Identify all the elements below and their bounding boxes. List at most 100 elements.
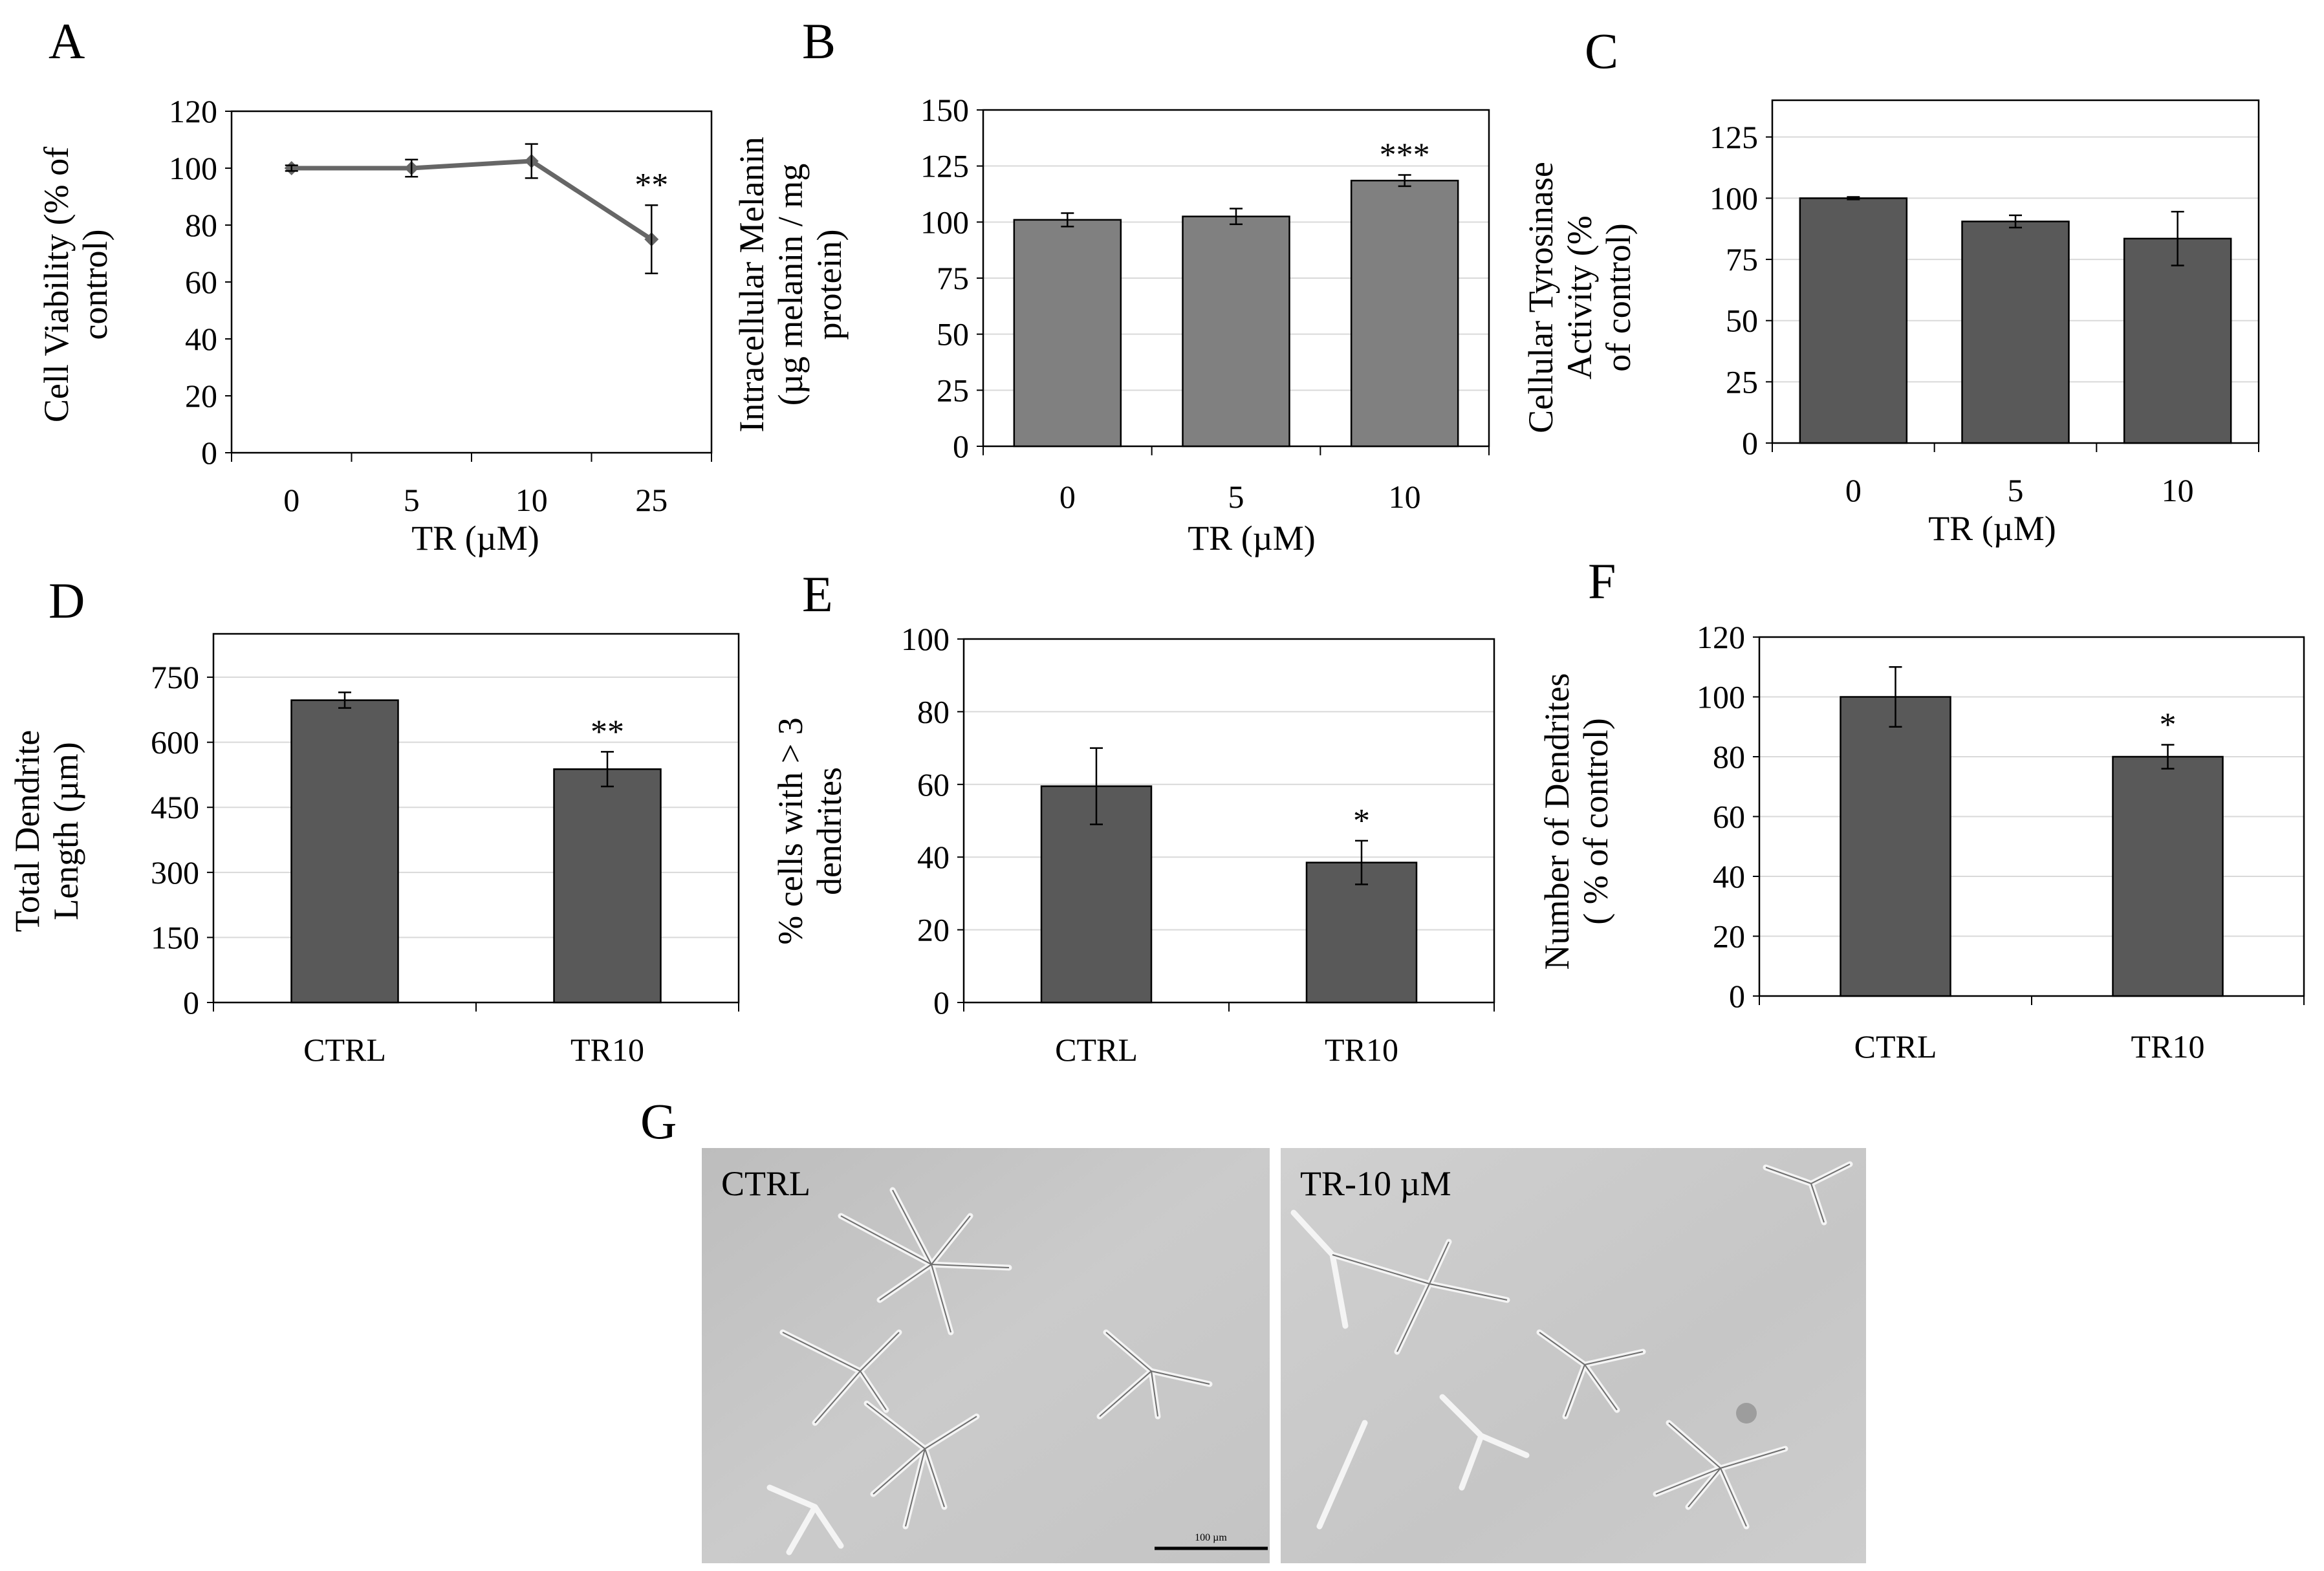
panel-c-ytick-label: 25 (1726, 363, 1758, 400)
panel-b-xtick-label: 0 (1059, 479, 1076, 515)
panel-b-ytick-label: 25 (937, 372, 969, 408)
panel-f-ytick-label: 40 (1713, 858, 1745, 894)
panel-a-significance: ** (635, 167, 668, 204)
panel-e-y-axis-title: dendrites (810, 767, 849, 895)
panel-b-bar (1182, 215, 1290, 448)
panel-b-bar (1350, 179, 1459, 448)
panel-b-ytick-label: 100 (920, 204, 969, 240)
panel-letter-c: C (1585, 23, 1618, 79)
panel-a-y-axis-title: control) (76, 230, 114, 340)
panel-c-chart: 0 25 50 75 100 125 0 5 10 TR (µM) Cellular Tyrosin… (1521, 99, 2260, 548)
panel-f-y-axis-title: ( % of control) (1576, 718, 1615, 924)
panel-c-y-axis-title: of control) (1599, 223, 1638, 371)
panel-c-xtick-label: 0 (1845, 472, 1862, 508)
panel-f-ytick-label: 20 (1713, 918, 1745, 955)
panel-b-chart: 0 25 50 75 100 125 150 0 5 10 *** TR (µM) Intracellu… (732, 92, 1490, 558)
panel-letter-a: A (49, 13, 85, 69)
panel-a-y-axis-title: Cell Viability (% of (37, 147, 76, 422)
panel-f-bar (1840, 696, 1951, 997)
panel-c-x-axis-title: TR (µM) (1928, 509, 2056, 548)
panel-d-significance: ** (591, 713, 624, 750)
panel-d-bar (290, 699, 399, 1004)
panel-a-ytick-label: 60 (185, 264, 217, 300)
micrograph-ctrl-label: CTRL (721, 1164, 810, 1203)
micrograph-ctrl-image (702, 1148, 1270, 1563)
panel-f-ytick-label: 100 (1697, 679, 1745, 715)
panel-c-ytick-label: 125 (1710, 119, 1758, 155)
panel-a-ytick-label: 0 (201, 435, 217, 471)
panel-c-bar (1961, 221, 2070, 444)
panel-c-ytick-label: 100 (1710, 180, 1758, 216)
panel-f-ytick-label: 0 (1729, 978, 1745, 1014)
cell-outlines-ctrl (782, 1189, 1210, 1527)
panel-b-significance: *** (1380, 137, 1430, 174)
panel-f-y-axis-title: Number of Dendrites (1537, 673, 1576, 970)
panel-b-xtick-label: 5 (1228, 479, 1244, 515)
panel-d-y-axis-title: Total Dendrite (8, 730, 47, 933)
panel-e-ytick-label: 0 (933, 984, 950, 1021)
panel-b-ytick-label: 125 (920, 148, 969, 184)
panel-e-bar (1305, 861, 1418, 1004)
panel-b-x-axis-title: TR (µM) (1188, 519, 1316, 558)
micrograph-ctrl: CTRL 100 µm (702, 1148, 1270, 1563)
panel-a-chart: 0 20 40 60 80 100 120 0 5 10 25 ** TR (µM) Cell Viabi… (37, 93, 713, 558)
panel-d-xtick-label: TR10 (570, 1032, 644, 1068)
panel-d-ytick-label: 450 (151, 789, 199, 825)
panel-e-xtick-label: TR10 (1325, 1032, 1398, 1068)
panel-a-xtick-label: 5 (404, 482, 420, 518)
panel-f-bar (2112, 755, 2224, 997)
panel-b-y-axis-title: Intracellular Melanin (732, 136, 771, 432)
panel-c-xtick-label: 5 (2008, 472, 2024, 508)
panel-b-ytick-label: 150 (920, 92, 969, 128)
panel-a-ytick-label: 100 (169, 150, 217, 186)
panel-c-y-axis-title: Cellular Tyrosinase (1521, 162, 1560, 433)
panel-a-x-axis-title: TR (µM) (411, 519, 539, 558)
panel-c-xtick-label: 10 (2162, 472, 2194, 508)
panel-d-y-axis-title: Length (µm) (47, 742, 85, 920)
panel-a-ytick-label: 40 (185, 321, 217, 357)
panel-f-xtick-label: CTRL (1854, 1028, 1937, 1065)
panel-f-ytick-label: 60 (1713, 799, 1745, 835)
panel-a-ytick-label: 120 (169, 93, 217, 129)
panel-b-y-axis-title: (µg melanin / mg (771, 164, 810, 406)
panel-b-ytick-label: 0 (953, 428, 969, 464)
cell-outlines-tr10 (1332, 1164, 1851, 1527)
panel-e-y-axis-title: % cells with > 3 (771, 717, 810, 944)
panel-d-ytick-label: 600 (151, 724, 199, 761)
panel-f-ytick-label: 120 (1697, 619, 1745, 655)
panel-a-ytick-label: 80 (185, 207, 217, 243)
scale-bar-label: 100 µm (1195, 1532, 1227, 1543)
panel-letter-f: F (1588, 553, 1616, 609)
panel-c-ytick-label: 50 (1726, 303, 1758, 339)
panel-b-xtick-label: 10 (1389, 479, 1421, 515)
panel-b-y-axis-title: protein) (810, 230, 849, 340)
panel-d-ytick-label: 150 (151, 919, 199, 955)
panel-a-series-line (291, 158, 653, 241)
panel-letter-b: B (802, 13, 836, 69)
panel-e-chart: 0 20 40 60 80 100 CTRL TR10 * % cells with > 3 den… (771, 621, 1495, 1068)
panel-letter-e: E (802, 566, 833, 622)
panel-d-bar (553, 768, 662, 1004)
panel-b-bar (1013, 219, 1122, 448)
panel-c-bar (2123, 237, 2232, 444)
panel-e-significance: * (1353, 803, 1370, 840)
panel-f-chart: 0 20 40 60 80 100 120 CTRL TR10 * Number of Dendri… (1537, 619, 2305, 1065)
panel-e-ytick-label: 100 (901, 621, 950, 657)
panel-a-ytick-label: 20 (185, 378, 217, 414)
panel-d-ytick-label: 750 (151, 659, 199, 695)
micrograph-tr10: TR-10 µM (1281, 1148, 1866, 1563)
panel-d-chart: 0 150 300 450 600 750 CTRL TR10 ** Total Dendrite… (8, 633, 740, 1068)
panel-c-ytick-label: 75 (1726, 241, 1758, 277)
panel-e-ytick-label: 60 (917, 766, 950, 803)
panel-e-xtick-label: CTRL (1055, 1032, 1138, 1068)
panel-f-ytick-label: 80 (1713, 739, 1745, 775)
panel-a-xtick-label: 0 (283, 482, 299, 518)
panel-d-xtick-label: CTRL (303, 1032, 386, 1068)
panel-letter-g: G (640, 1093, 677, 1149)
panel-a-xtick-label: 25 (635, 482, 668, 518)
panel-b-ytick-label: 75 (937, 260, 969, 296)
panel-e-ytick-label: 40 (917, 839, 950, 875)
panel-c-ytick-label: 0 (1742, 425, 1758, 461)
panel-d-ytick-label: 0 (183, 984, 199, 1021)
